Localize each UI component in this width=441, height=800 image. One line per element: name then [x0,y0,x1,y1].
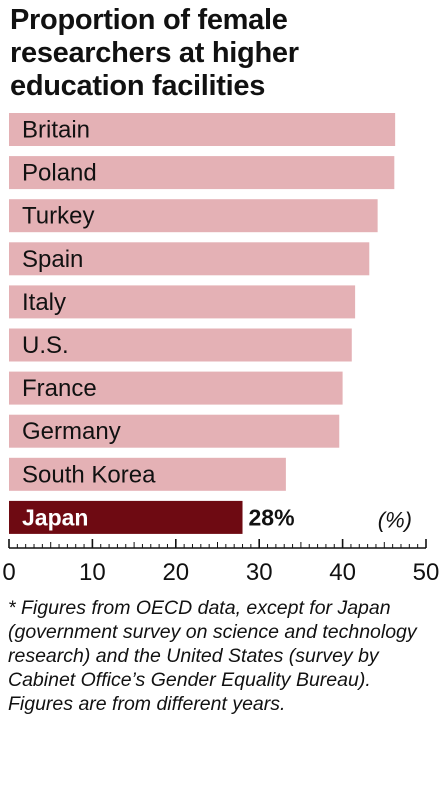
bar-poland [9,156,395,190]
footnote: * Figures from OECD data, except for Jap… [8,597,417,715]
chart-title: Proportion of female researchers at high… [10,4,299,102]
category-label: South Korea [22,461,156,488]
category-label: U.S. [22,332,69,359]
x-tick-label: 40 [329,559,356,586]
x-tick-label: 10 [79,559,106,586]
category-label: Britain [22,117,90,144]
category-label: Germany [22,418,121,445]
category-label: Turkey [22,203,94,230]
bar-chart: Britain Poland Turkey Spain Italy U.S. France G… [2,113,439,586]
x-tick-label: 50 [413,559,440,586]
category-label: Poland [22,160,97,187]
bar-britain [9,113,396,146]
x-tick-label: 20 [162,559,189,586]
bar-japan [9,500,243,534]
bars-group: Britain Poland Turkey Spain Italy U.S. France G… [9,113,412,534]
x-axis: 0 10 20 30 40 50 [2,539,439,586]
bar-germany [9,414,340,448]
x-tick-label: 30 [246,559,273,586]
bar-italy [9,285,356,319]
category-label: Japan [22,504,88,530]
unit-label: (%) [378,507,412,532]
bar-france [9,371,343,405]
bar-south-korea [9,457,286,491]
bar-spain [9,242,370,276]
x-tick-label: 0 [2,559,15,586]
category-label: France [22,375,97,402]
bar-turkey [9,199,378,233]
category-label: Spain [22,246,83,273]
data-label: 28% [249,504,295,530]
bar-u-s- [9,328,352,362]
category-label: Italy [22,289,66,316]
